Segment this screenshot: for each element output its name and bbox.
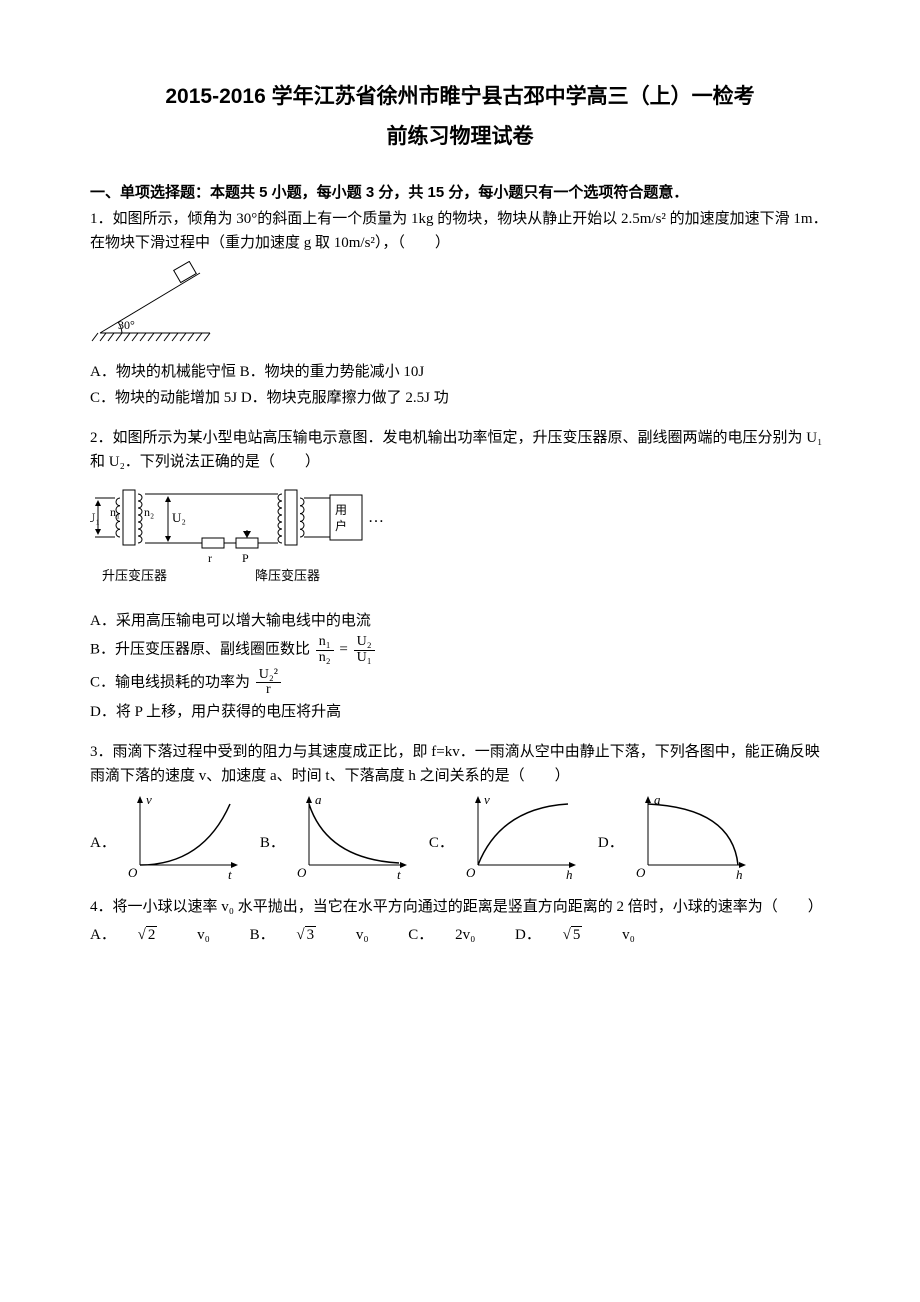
svg-text:O: O: [636, 865, 646, 879]
svg-text:n₂: n₂: [144, 505, 154, 519]
q3-chart-c: C． O h v: [429, 794, 580, 879]
q2-opt-c-prefix: C．输电线损耗的功率为: [90, 674, 250, 690]
q3-opt-label: C．: [429, 831, 454, 855]
svg-text:t: t: [397, 867, 401, 879]
q1-opt-d: D．物块克服摩擦力做了 2.5J 功: [241, 390, 449, 406]
svg-text:用: 用: [335, 503, 347, 517]
q2-options: A．采用高压输电可以增大输电线中的电流 B．升压变压器原、副线圈匝数比 n₁ n…: [90, 609, 830, 724]
svg-text:h: h: [566, 867, 573, 879]
svg-text:v: v: [146, 794, 152, 807]
svg-text:O: O: [466, 865, 476, 879]
q3-chart-d: D． O h a: [598, 794, 750, 879]
svg-text:t: t: [228, 867, 232, 879]
svg-text:O: O: [128, 865, 138, 879]
svg-text:r: r: [208, 551, 212, 565]
q4-opt-a: A． 2 v₀: [90, 927, 232, 943]
q1-opt-a: A．物块的机械能守恒: [90, 364, 236, 380]
opt-label: D．: [515, 927, 541, 943]
q2-opt-b-prefix: B．升压变压器原、副线圈匝数比: [90, 642, 310, 658]
question-3: 3．雨滴下落过程中受到的阻力与其速度成正比，即 f=kv．一雨滴从空中由静止下落…: [90, 740, 830, 879]
question-1: 1．如图所示，倾角为 30°的斜面上有一个质量为 1kg 的物块，物块从静止开始…: [90, 207, 830, 410]
q3-opt-label: D．: [598, 831, 624, 855]
opt-suffix: v₀: [356, 927, 369, 943]
opt-val: 2v₀: [455, 927, 475, 943]
sqrt-val: 3: [305, 926, 317, 943]
q1-options-line2: C．物块的动能增加 5J D．物块克服摩擦力做了 2.5J 功: [90, 386, 830, 410]
q4-opt-b: B． 3 v₀: [250, 927, 391, 943]
q3-chart-b: B． O t a: [260, 794, 411, 879]
frac-num: n₁: [316, 635, 334, 651]
q2-text: 2．如图所示为某小型电站高压输电示意图．发电机输出功率恒定，升压变压器原、副线圈…: [90, 426, 830, 474]
question-4: 4．将一小球以速率 v₀ 水平抛出，当它在水平方向通过的距离是竖直方向距离的 2…: [90, 895, 830, 947]
q2-opt-b-frac2: U₂ U₁: [354, 635, 375, 665]
opt-suffix: v₀: [197, 927, 210, 943]
frac-num: U₂²: [256, 668, 281, 684]
q3-opt-label: A．: [90, 831, 116, 855]
svg-text:U₁: U₁: [90, 510, 100, 525]
q1-options-line1: A．物块的机械能守恒 B．物块的重力势能减小 10J: [90, 360, 830, 384]
q2-figure-transformer: U₁ n₁ n₂ U₂ r P: [90, 480, 830, 603]
q4-options: A． 2 v₀ B． 3 v₀ C． 2v₀ D． 5 v₀: [90, 923, 830, 947]
section-1-heading: 一、单项选择题：本题共 5 小题，每小题 3 分，共 15 分，每小题只有一个选…: [90, 181, 830, 205]
svg-text:h: h: [736, 867, 743, 879]
q3-opt-label: B．: [260, 831, 285, 855]
q2-opt-c: C．输电线损耗的功率为 U₂² r: [90, 668, 830, 698]
sqrt-val: 2: [146, 926, 158, 943]
q3-chart-a: A． O t v: [90, 794, 242, 879]
frac-num: U₂: [354, 635, 375, 651]
q3-text: 3．雨滴下落过程中受到的阻力与其速度成正比，即 f=kv．一雨滴从空中由静止下落…: [90, 740, 830, 788]
svg-text:升压变压器: 升压变压器: [102, 568, 167, 583]
frac-den: U₁: [354, 651, 375, 666]
svg-text:30°: 30°: [118, 318, 135, 332]
opt-label: C．: [408, 927, 433, 943]
svg-text:n₁: n₁: [110, 505, 120, 519]
page-title-line2: 前练习物理试卷: [90, 120, 830, 154]
question-2: 2．如图所示为某小型电站高压输电示意图．发电机输出功率恒定，升压变压器原、副线圈…: [90, 426, 830, 724]
svg-text:…: …: [368, 509, 384, 526]
q4-opt-c: C． 2v₀: [408, 927, 497, 943]
svg-text:a: a: [315, 794, 322, 807]
q2-opt-a: A．采用高压输电可以增大输电线中的电流: [90, 609, 830, 633]
q2-opt-b-eq: =: [339, 642, 347, 658]
q1-opt-b: B．物块的重力势能减小 10J: [240, 364, 425, 380]
sqrt-icon: 3: [296, 927, 334, 943]
q1-opt-c: C．物块的动能增加 5J: [90, 390, 237, 406]
q4-text: 4．将一小球以速率 v₀ 水平抛出，当它在水平方向通过的距离是竖直方向距离的 2…: [90, 895, 830, 919]
svg-text:降压变压器: 降压变压器: [255, 568, 320, 583]
q2-opt-c-frac: U₂² r: [256, 668, 281, 698]
page-title-line1: 2015-2016 学年江苏省徐州市睢宁县古邳中学高三（上）一检考: [90, 80, 830, 114]
q2-opt-d: D．将 P 上移，用户获得的电压将升高: [90, 700, 830, 724]
svg-text:P: P: [242, 551, 249, 565]
svg-text:户: 户: [335, 518, 347, 533]
svg-text:U₂: U₂: [172, 510, 186, 525]
sqrt-val: 5: [571, 926, 583, 943]
svg-text:O: O: [297, 865, 307, 879]
q1-text: 1．如图所示，倾角为 30°的斜面上有一个质量为 1kg 的物块，物块从静止开始…: [90, 207, 830, 255]
frac-den: n₂: [316, 651, 334, 666]
q3-charts-row: A． O t v B． O t a C． O h v D．: [90, 794, 830, 879]
sqrt-icon: 5: [563, 927, 601, 943]
opt-label: B．: [250, 927, 275, 943]
sqrt-icon: 2: [138, 927, 176, 943]
svg-text:v: v: [484, 794, 490, 807]
opt-label: A．: [90, 927, 116, 943]
q1-figure-incline: 30°: [90, 261, 830, 354]
frac-den: r: [256, 683, 281, 698]
q2-opt-b: B．升压变压器原、副线圈匝数比 n₁ n₂ = U₂ U₁: [90, 635, 830, 665]
q2-opt-b-frac1: n₁ n₂: [316, 635, 334, 665]
opt-suffix: v₀: [622, 927, 635, 943]
q4-opt-d: D． 5 v₀: [515, 927, 653, 943]
svg-text:a: a: [654, 794, 661, 807]
